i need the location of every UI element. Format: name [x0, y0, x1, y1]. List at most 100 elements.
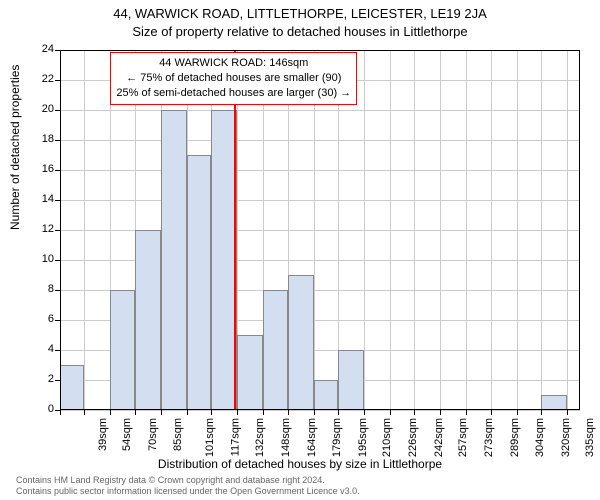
x-tick-label: 101sqm: [204, 418, 216, 457]
histogram-bar: [161, 110, 187, 410]
grid-line-vertical: [440, 50, 441, 410]
x-tick-label: 226sqm: [407, 418, 419, 457]
y-tick-label: 22: [30, 73, 54, 85]
grid-line-vertical: [541, 50, 542, 410]
x-tick-label: 132sqm: [254, 418, 266, 457]
x-tick-mark: [187, 410, 188, 415]
grid-line-vertical: [84, 50, 85, 410]
x-tick-label: 304sqm: [534, 418, 546, 457]
grid-line-vertical: [466, 50, 467, 410]
y-tick-label: 24: [30, 43, 54, 55]
x-tick-mark: [414, 410, 415, 415]
y-tick-label: 10: [30, 253, 54, 265]
grid-line-vertical: [414, 50, 415, 410]
x-tick-mark: [314, 410, 315, 415]
title-line-2: Size of property relative to detached ho…: [0, 24, 600, 39]
x-tick-mark: [567, 410, 568, 415]
y-tick-mark: [55, 110, 60, 111]
x-tick-label: 164sqm: [306, 418, 318, 457]
y-tick-label: 4: [30, 343, 54, 355]
x-tick-mark: [390, 410, 391, 415]
x-tick-label: 335sqm: [584, 418, 596, 457]
y-tick-mark: [55, 350, 60, 351]
grid-line-vertical: [60, 50, 61, 410]
y-tick-mark: [55, 320, 60, 321]
x-tick-mark: [364, 410, 365, 415]
x-tick-label: 320sqm: [560, 418, 572, 457]
x-tick-mark: [211, 410, 212, 415]
histogram-bar: [237, 335, 263, 410]
y-tick-mark: [55, 380, 60, 381]
grid-line-vertical: [364, 50, 365, 410]
y-tick-label: 6: [30, 313, 54, 325]
x-tick-label: 39sqm: [97, 418, 109, 451]
x-tick-label: 257sqm: [457, 418, 469, 457]
histogram-bar: [110, 290, 134, 410]
grid-line-vertical: [567, 50, 568, 410]
grid-line-horizontal: [60, 50, 580, 51]
footer-line-2: Contains public sector information licen…: [16, 486, 588, 497]
chart-container: 44, WARWICK ROAD, LITTLETHORPE, LEICESTE…: [0, 0, 600, 500]
annotation-line-1: 44 WARWICK ROAD: 146sqm: [116, 56, 351, 71]
title-line-1: 44, WARWICK ROAD, LITTLETHORPE, LEICESTE…: [0, 6, 600, 21]
x-tick-label: 289sqm: [509, 418, 521, 457]
x-tick-label: 273sqm: [483, 418, 495, 457]
grid-line-horizontal: [60, 410, 580, 411]
x-tick-label: 85sqm: [172, 418, 184, 451]
x-tick-mark: [110, 410, 111, 415]
footer: Contains HM Land Registry data © Crown c…: [16, 475, 588, 497]
y-tick-mark: [55, 50, 60, 51]
y-tick-label: 8: [30, 283, 54, 295]
x-tick-mark: [541, 410, 542, 415]
histogram-bar: [263, 290, 287, 410]
y-tick-mark: [55, 80, 60, 81]
grid-line-vertical: [517, 50, 518, 410]
x-axis-title: Distribution of detached houses by size …: [0, 457, 600, 471]
x-tick-mark: [440, 410, 441, 415]
y-tick-label: 20: [30, 103, 54, 115]
annotation-line-2: ← 75% of detached houses are smaller (90…: [116, 71, 351, 86]
x-tick-mark: [517, 410, 518, 415]
annotation-box: 44 WARWICK ROAD: 146sqm← 75% of detached…: [110, 52, 357, 105]
grid-line-vertical: [390, 50, 391, 410]
histogram-bar: [288, 275, 314, 410]
x-tick-mark: [161, 410, 162, 415]
y-tick-mark: [55, 170, 60, 171]
x-tick-mark: [263, 410, 264, 415]
x-tick-label: 148sqm: [280, 418, 292, 457]
x-tick-mark: [135, 410, 136, 415]
x-tick-mark: [237, 410, 238, 415]
y-tick-mark: [55, 140, 60, 141]
histogram-bar: [60, 365, 84, 410]
footer-line-1: Contains HM Land Registry data © Crown c…: [16, 475, 588, 486]
y-tick-label: 14: [30, 193, 54, 205]
y-tick-label: 18: [30, 133, 54, 145]
x-tick-label: 117sqm: [229, 418, 241, 456]
y-tick-label: 16: [30, 163, 54, 175]
x-tick-label: 179sqm: [331, 418, 343, 457]
x-tick-mark: [60, 410, 61, 415]
x-tick-mark: [288, 410, 289, 415]
x-tick-mark: [491, 410, 492, 415]
x-tick-label: 242sqm: [433, 418, 445, 457]
grid-line-horizontal: [60, 140, 580, 141]
y-tick-mark: [55, 290, 60, 291]
x-tick-mark: [84, 410, 85, 415]
x-tick-mark: [466, 410, 467, 415]
y-tick-label: 12: [30, 223, 54, 235]
histogram-bar: [187, 155, 211, 410]
histogram-bar: [541, 395, 567, 410]
y-tick-mark: [55, 200, 60, 201]
y-axis-title: Number of detached properties: [8, 65, 22, 230]
grid-line-horizontal: [60, 170, 580, 171]
y-tick-mark: [55, 260, 60, 261]
x-tick-label: 70sqm: [147, 418, 159, 451]
x-tick-label: 54sqm: [121, 418, 133, 451]
plot-area: 44 WARWICK ROAD: 146sqm← 75% of detached…: [60, 50, 580, 410]
y-tick-label: 0: [30, 403, 54, 415]
grid-line-vertical: [491, 50, 492, 410]
histogram-bar: [338, 350, 364, 410]
histogram-bar: [135, 230, 161, 410]
y-tick-label: 2: [30, 373, 54, 385]
x-tick-label: 195sqm: [357, 418, 369, 457]
